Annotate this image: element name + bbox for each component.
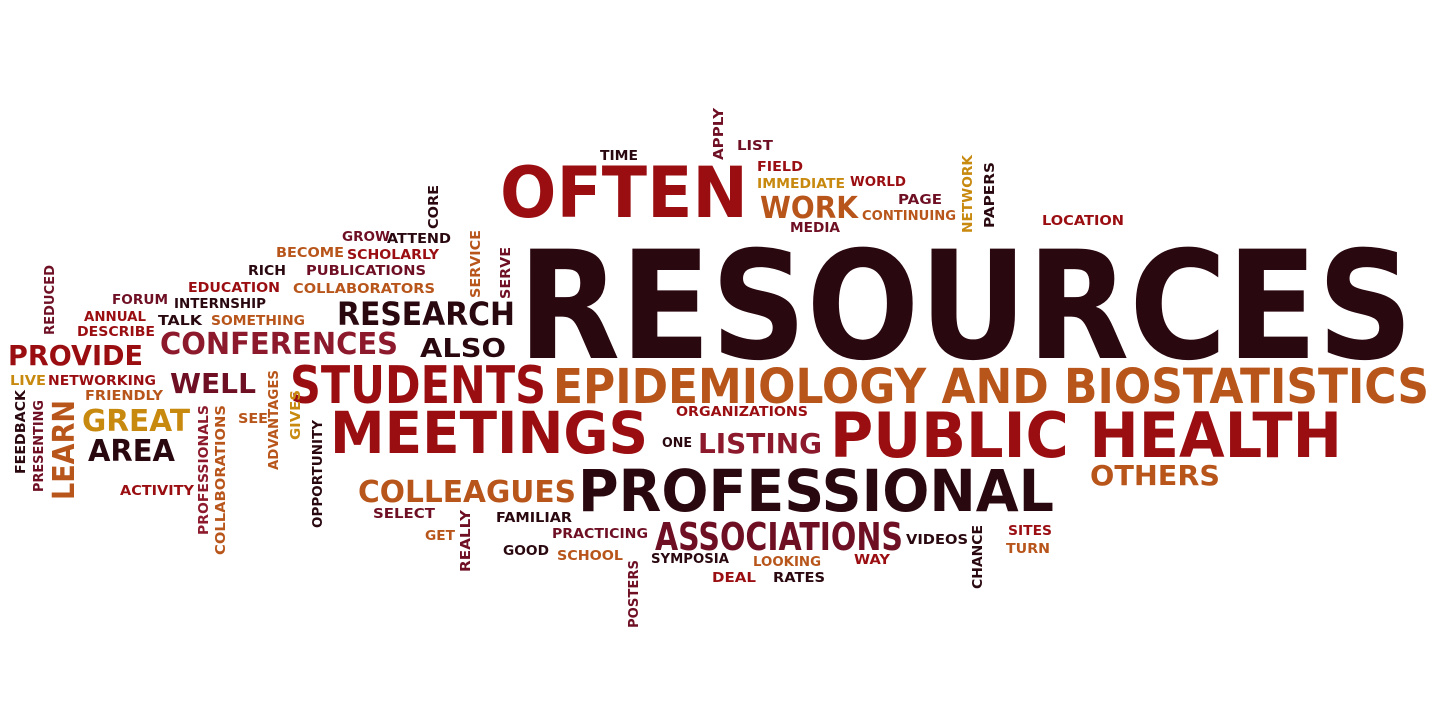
word-epidemiology-and-biostatistics: EPIDEMIOLOGY AND BIOSTATISTICS bbox=[553, 359, 1429, 415]
word-deal: DEAL bbox=[712, 571, 756, 586]
word-posters: POSTERS bbox=[627, 560, 642, 628]
word-advantages: ADVANTAGES bbox=[267, 370, 282, 470]
word-others: OTHERS bbox=[1090, 459, 1220, 492]
word-friendly: FRIENDLY bbox=[85, 389, 163, 404]
word-really: REALLY bbox=[459, 510, 474, 572]
word-good: GOOD bbox=[503, 544, 549, 559]
word-familiar: FAMILIAR bbox=[496, 511, 572, 526]
word-reduced: REDUCED bbox=[43, 265, 58, 335]
word-resources: RESOURCES bbox=[518, 220, 1413, 394]
word-describe: DESCRIBE bbox=[77, 325, 155, 340]
word-professional: PROFESSIONAL bbox=[578, 457, 1054, 525]
word-presenting: PRESENTING bbox=[32, 400, 47, 492]
word-conferences: CONFERENCES bbox=[160, 327, 398, 362]
word-great: GREAT bbox=[82, 404, 190, 439]
word-internship: INTERNSHIP bbox=[174, 297, 266, 312]
word-work: WORK bbox=[760, 191, 858, 226]
word-see: SEE bbox=[238, 412, 268, 427]
word-organizations: ORGANIZATIONS bbox=[676, 405, 808, 420]
word-turn: TURN bbox=[1006, 542, 1050, 557]
word-grow: GROW bbox=[342, 230, 390, 245]
word-videos: VIDEOS bbox=[906, 533, 968, 548]
word-time: TIME bbox=[600, 149, 638, 164]
word-networking: NETWORKING bbox=[48, 374, 156, 389]
word-list: LIST bbox=[737, 139, 773, 154]
word-colleagues: COLLEAGUES bbox=[358, 475, 576, 510]
word-select: SELECT bbox=[373, 507, 435, 522]
word-one: ONE bbox=[662, 436, 692, 451]
word-professionals: PROFESSIONALS bbox=[197, 405, 212, 535]
word-sites: SITES bbox=[1008, 524, 1052, 539]
word-provide: PROVIDE bbox=[8, 339, 143, 372]
word-research: RESEARCH bbox=[337, 295, 515, 333]
word-chance: CHANCE bbox=[971, 525, 986, 589]
word-collaborations: COLLABORATIONS bbox=[214, 405, 229, 555]
word-education: EDUCATION bbox=[188, 281, 280, 296]
word-gives: GIVES bbox=[289, 390, 304, 440]
word-area: AREA bbox=[88, 434, 175, 469]
word-live: LIVE bbox=[10, 374, 46, 389]
word-continuing: CONTINUING bbox=[862, 209, 956, 224]
word-world: WORLD bbox=[850, 175, 906, 190]
word-core: CORE bbox=[427, 185, 442, 229]
word-symposia: SYMPOSIA bbox=[651, 552, 729, 567]
word-practicing: PRACTICING bbox=[552, 527, 648, 542]
word-associations: ASSOCIATIONS bbox=[655, 515, 903, 559]
word-feedback: FEEDBACK bbox=[14, 390, 29, 474]
word-public-health: PUBLIC HEALTH bbox=[830, 399, 1342, 472]
word-collaborators: COLLABORATORS bbox=[293, 282, 435, 297]
word-serve: SERVE bbox=[499, 247, 514, 299]
word-media: MEDIA bbox=[790, 221, 840, 236]
word-become: BECOME bbox=[276, 246, 344, 261]
word-school: SCHOOL bbox=[557, 549, 623, 564]
word-apply: APPLY bbox=[712, 108, 727, 160]
word-forum: FORUM bbox=[112, 293, 168, 308]
word-immediate: IMMEDIATE bbox=[757, 177, 845, 192]
word-meetings: MEETINGS bbox=[330, 399, 648, 467]
word-activity: ACTIVITY bbox=[120, 484, 194, 499]
word-rich: RICH bbox=[248, 264, 286, 279]
word-papers: PAPERS bbox=[983, 162, 998, 228]
word-page: PAGE bbox=[898, 193, 942, 208]
word-students: STUDENTS bbox=[290, 356, 546, 416]
word-learn: LEARN bbox=[47, 400, 82, 500]
word-way: WAY bbox=[854, 553, 890, 568]
word-often: OFTEN bbox=[500, 152, 748, 234]
word-field: FIELD bbox=[757, 160, 803, 175]
word-service: SERVICE bbox=[469, 230, 484, 298]
word-opportunity: OPPORTUNITY bbox=[311, 420, 326, 528]
word-location: LOCATION bbox=[1042, 214, 1124, 229]
word-network: NETWORK bbox=[961, 155, 976, 233]
word-talk: TALK bbox=[158, 314, 202, 329]
word-get: GET bbox=[425, 529, 455, 544]
word-publications: PUBLICATIONS bbox=[306, 264, 426, 279]
word-rates: RATES bbox=[773, 571, 825, 586]
word-looking: LOOKING bbox=[753, 555, 821, 570]
word-also: ALSO bbox=[420, 334, 506, 364]
word-annual: ANNUAL bbox=[84, 310, 146, 325]
word-well: WELL bbox=[170, 367, 256, 400]
word-attend: ATTEND bbox=[387, 232, 451, 247]
word-scholarly: SCHOLARLY bbox=[347, 248, 439, 263]
word-something: SOMETHING bbox=[211, 314, 305, 329]
word-listing: LISTING bbox=[698, 427, 822, 460]
